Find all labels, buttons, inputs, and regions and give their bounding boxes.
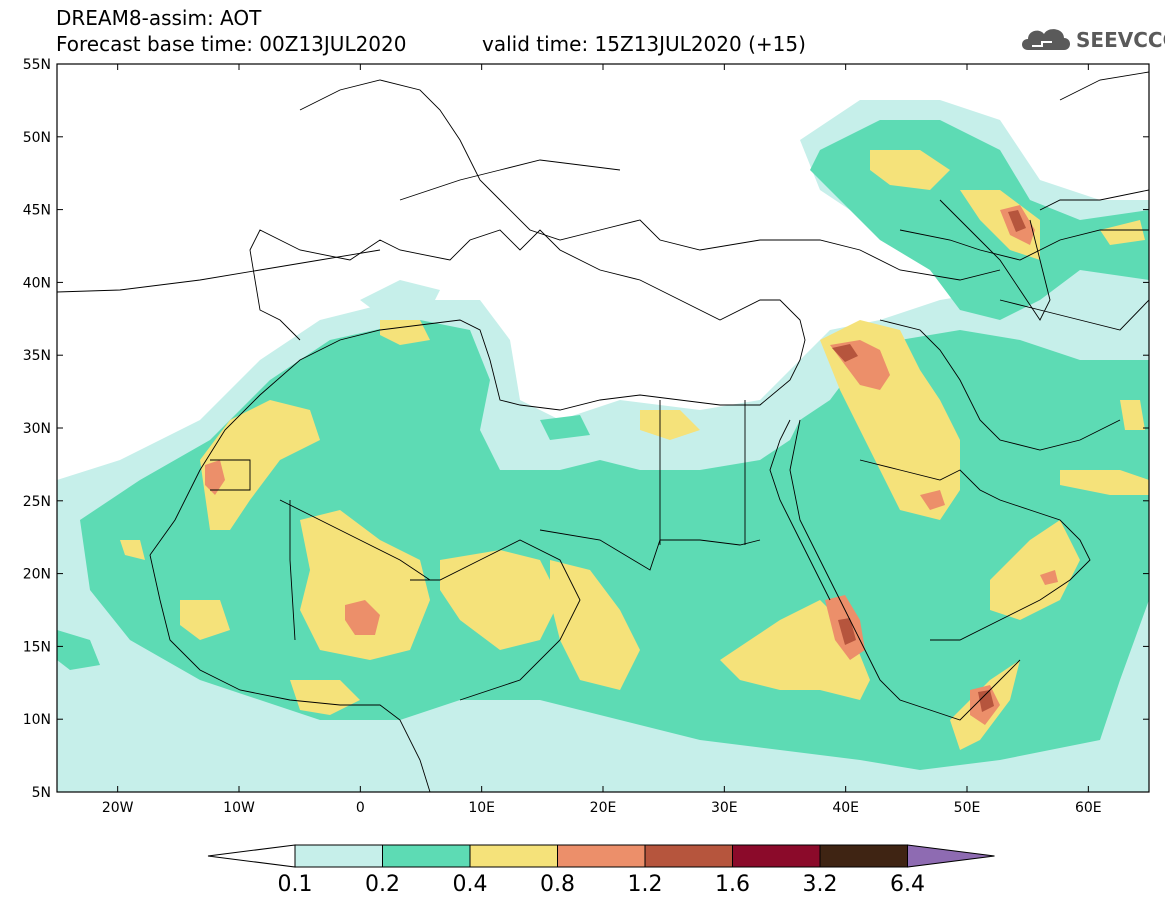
colorbar-label: 0.2 — [365, 872, 400, 897]
colorbar-over-arrow — [907, 844, 995, 868]
colorbar-label: 0.4 — [453, 872, 488, 897]
lat-label: 15N — [23, 639, 51, 655]
lon-label: 40E — [832, 800, 859, 816]
lat-label: 20N — [23, 567, 51, 583]
lat-label: 30N — [23, 421, 51, 437]
colorbar-label: 1.2 — [628, 872, 663, 897]
colorbar-segment — [294, 844, 383, 868]
forecast-base-time: Forecast base time: 00Z13JUL2020 — [56, 32, 407, 56]
latitude-labels: 55N 50N 45N 40N 35N 30N 25N 20N 15N 10N 5N — [23, 57, 51, 801]
colorbar-segment — [819, 844, 908, 868]
longitude-labels: 20W 10W 0 10E 20E 30E 40E 50E 60E — [102, 800, 1102, 816]
lon-label: 20W — [102, 800, 134, 816]
colorbar-segment — [382, 844, 471, 868]
lat-label: 55N — [23, 57, 51, 73]
aot-layer-1.2 — [832, 210, 1026, 712]
lon-label: 10W — [223, 800, 255, 816]
aot-layer-0.4 — [120, 150, 1149, 750]
colorbar-segment — [732, 844, 821, 868]
colorbar-label: 6.4 — [890, 872, 925, 897]
lat-label: 10N — [23, 712, 51, 728]
colorbar-segment — [469, 844, 558, 868]
colorbar-label: 0.8 — [540, 872, 575, 897]
colorbar-segment — [557, 844, 646, 868]
seevccc-logo: SEEVCCC — [1018, 22, 1165, 56]
colorbar: 0.1 0.2 0.4 0.8 1.2 1.6 3.2 6.4 — [207, 844, 995, 897]
coastlines — [57, 71, 1149, 792]
colorbar-label: 3.2 — [803, 872, 838, 897]
axis-ticks — [57, 63, 1149, 793]
lon-label: 50E — [954, 800, 981, 816]
cloud-icon — [1022, 29, 1070, 50]
lon-label: 60E — [1075, 800, 1102, 816]
lat-label: 40N — [23, 275, 51, 291]
colorbar-under-arrow — [207, 844, 296, 868]
lon-label: 0 — [356, 800, 365, 816]
lon-label: 20E — [590, 800, 617, 816]
lon-label: 10E — [468, 800, 495, 816]
lat-label: 25N — [23, 494, 51, 510]
chart-title: DREAM8-assim: AOT — [56, 6, 262, 30]
lat-label: 50N — [23, 130, 51, 146]
lat-label: 5N — [32, 785, 51, 801]
aot-layer-0.8 — [205, 205, 1058, 725]
colorbar-label: 0.1 — [278, 872, 313, 897]
valid-time: valid time: 15Z13JUL2020 (+15) — [482, 32, 806, 56]
logo-text: SEEVCCC — [1076, 28, 1165, 52]
lat-label: 35N — [23, 348, 51, 364]
colorbar-segment — [644, 844, 733, 868]
aot-field — [57, 100, 1149, 792]
colorbar-label: 1.6 — [715, 872, 750, 897]
lon-label: 30E — [711, 800, 738, 816]
lat-label: 45N — [23, 203, 51, 219]
